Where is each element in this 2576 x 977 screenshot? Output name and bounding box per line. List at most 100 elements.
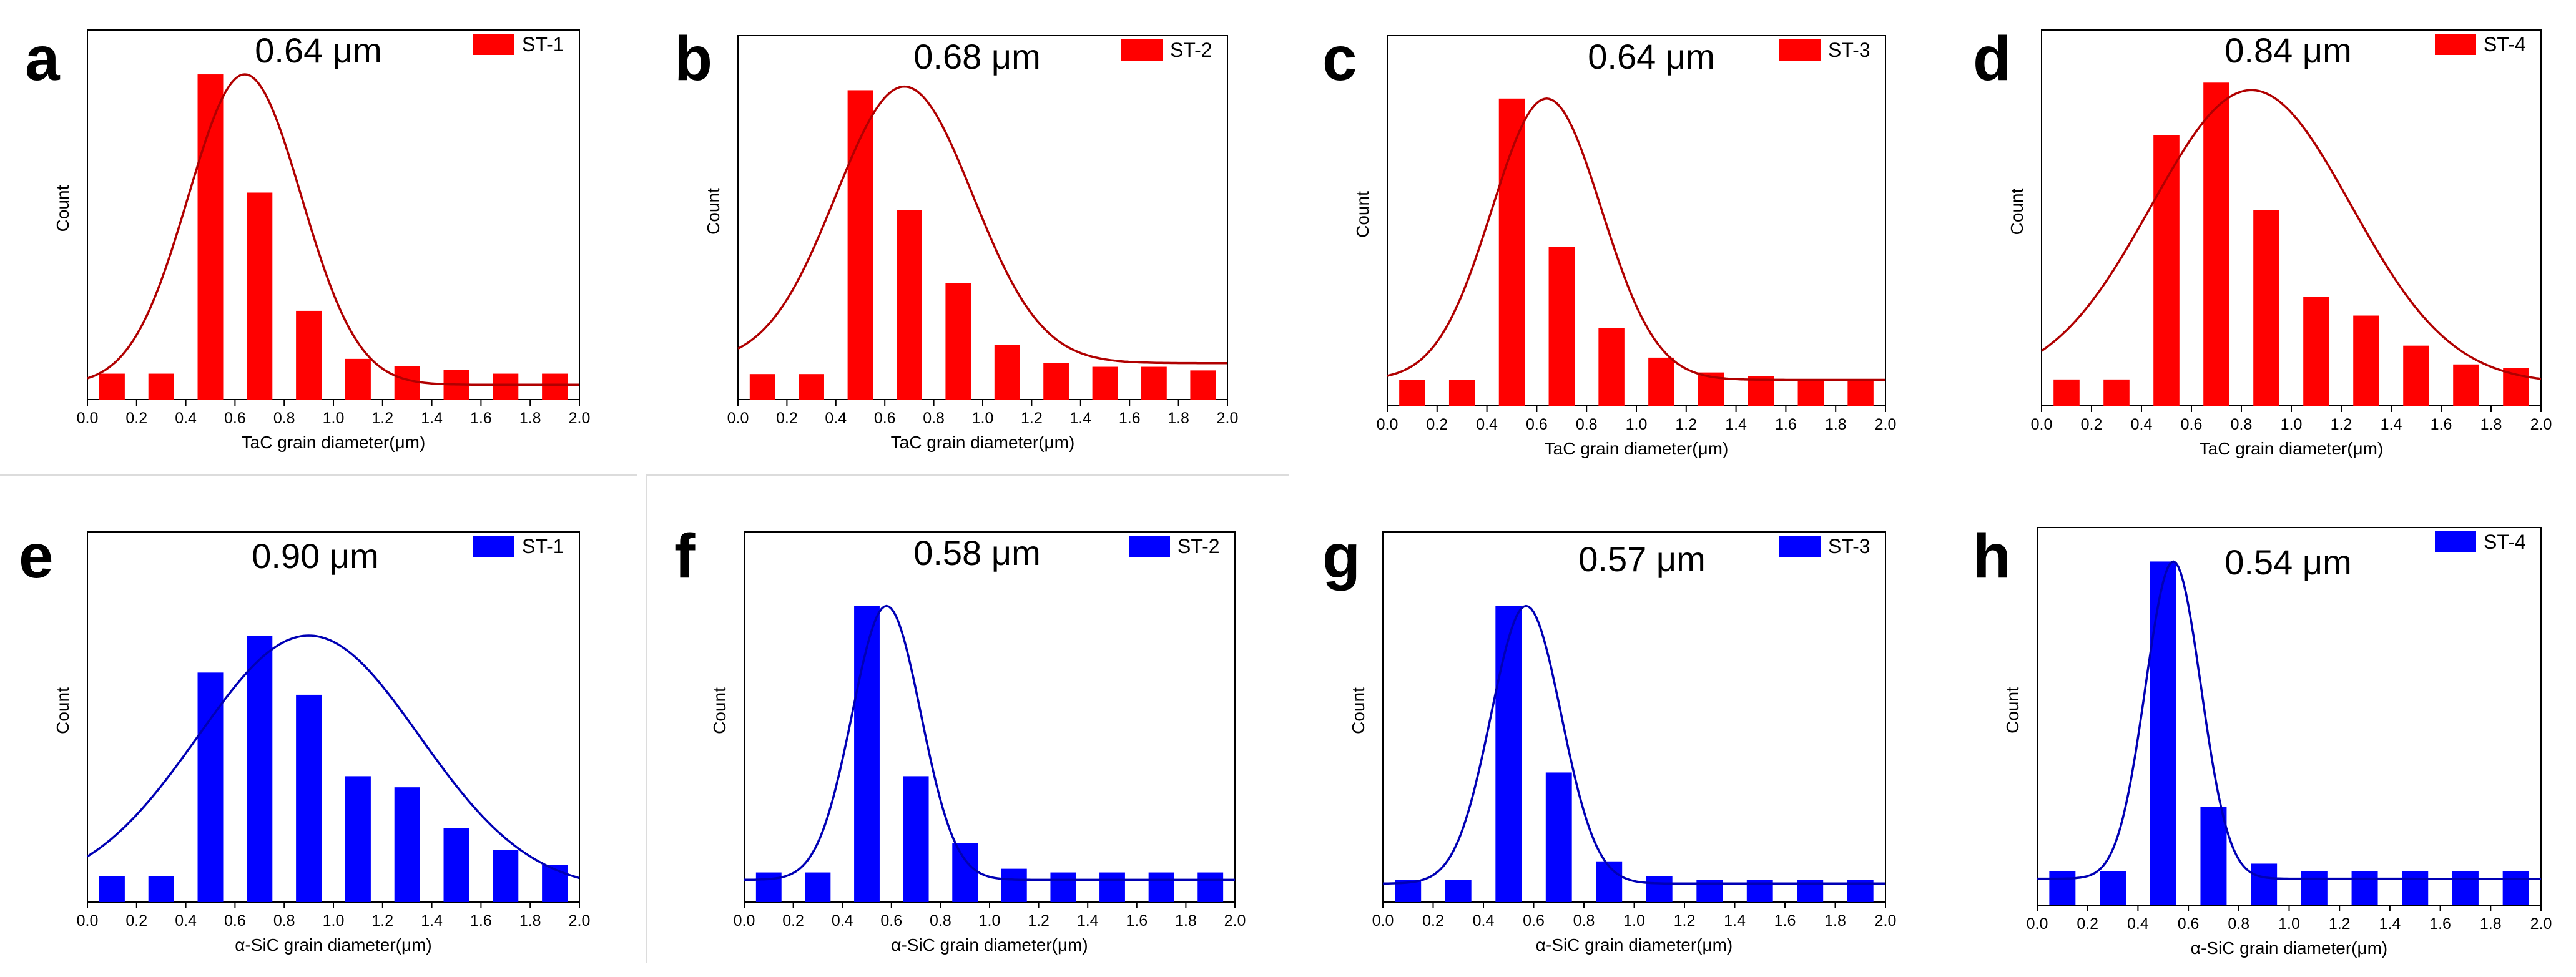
x-tick-label: 1.6 [1774, 912, 1796, 930]
x-axis-title: α-SiC grain diameter(μm) [2191, 938, 2388, 958]
histogram-bar [296, 310, 322, 400]
x-tick-label: 0.2 [1422, 912, 1444, 930]
histogram-bar [1748, 376, 1774, 406]
histogram-bar [1495, 606, 1522, 902]
x-tick-label: 1.0 [2278, 915, 2300, 933]
histogram-bar [345, 358, 371, 400]
histogram-bar [2103, 379, 2130, 406]
histogram-bar [903, 776, 929, 902]
histogram-bar [394, 787, 420, 902]
legend-label: ST-3 [1828, 39, 1871, 61]
y-axis-title: Count [53, 687, 72, 734]
panel-a: a 0.0 0.2 0.4 0.6 0.8 1.0 1.2 1.4 1.6 1.8 2.0 TaC gr… [25, 24, 590, 452]
x-tick-label: 0.8 [2231, 416, 2253, 433]
mean-diameter-label: 0.57 μm [1578, 539, 1705, 579]
x-tick-label: 0.0 [77, 912, 99, 930]
panel-letter: g [1322, 521, 1360, 591]
histogram-bar [1050, 872, 1076, 902]
y-axis-title: Count [2007, 188, 2027, 235]
mean-diameter-label: 0.84 μm [2225, 31, 2351, 70]
histogram-bar [394, 366, 420, 400]
histogram-bar [994, 345, 1020, 400]
panel-letter: h [1973, 521, 2011, 591]
histogram-bar [1498, 98, 1525, 406]
x-tick-label: 0.8 [1576, 416, 1598, 433]
histogram-bar [1399, 380, 1425, 406]
plot-frame [1387, 35, 1886, 406]
histogram-bar [2049, 871, 2076, 905]
histogram-bar [1197, 872, 1224, 902]
x-tick-label: 1.2 [1028, 912, 1050, 930]
panel-g: g 0.0 0.2 0.4 0.6 0.8 1.0 1.2 1.4 1.6 1.8 2.0 α-SiC … [1322, 521, 1896, 955]
x-tick-label: 0.4 [2131, 416, 2153, 433]
x-tick-label: 1.8 [1825, 416, 1847, 433]
x-tick-label: 2.0 [1875, 912, 1897, 930]
x-tick-label: 0.8 [273, 410, 295, 427]
mean-diameter-label: 0.90 μm [252, 536, 378, 576]
panel-e: e 0.0 0.2 0.4 0.6 0.8 1.0 1.2 1.4 1.6 1.8 2.0 α-SiC … [19, 521, 590, 955]
histogram-bar [805, 872, 831, 902]
legend-label: ST-3 [1828, 535, 1871, 557]
panel-letter: b [674, 24, 712, 94]
x-tick-label: 0.6 [224, 410, 246, 427]
column-divider [646, 476, 647, 963]
panel-letter: d [1973, 24, 2011, 94]
histogram-bar [2402, 871, 2429, 905]
x-tick-label: 1.2 [2331, 416, 2352, 433]
histogram-bar [296, 694, 322, 902]
mean-diameter-label: 0.54 μm [2225, 543, 2351, 582]
histogram-bar [2203, 82, 2229, 406]
x-tick-label: 1.4 [1069, 410, 1091, 427]
row-divider-left [0, 474, 637, 476]
histogram-bar [1141, 366, 1167, 400]
x-tick-label: 1.2 [1021, 410, 1043, 427]
histogram-bar [1148, 872, 1174, 902]
legend-label: ST-4 [2484, 531, 2526, 553]
gaussian-fit-curve [744, 604, 1235, 881]
histogram-bar [1646, 876, 1673, 902]
x-tick-label: 1.4 [2379, 915, 2401, 933]
x-tick-label: 1.2 [371, 410, 393, 427]
x-tick-label: 1.8 [519, 912, 541, 930]
x-tick-label: 0.8 [2228, 915, 2249, 933]
y-axis-title: Count [2003, 687, 2022, 734]
x-tick-label: 0.8 [273, 912, 295, 930]
histogram-bar [945, 283, 971, 400]
x-tick-label: 0.4 [1473, 912, 1495, 930]
histogram-bar [2251, 863, 2278, 905]
x-axis-title: α-SiC grain diameter(μm) [235, 935, 432, 955]
y-axis-title: Count [704, 188, 723, 235]
histogram-bar [2452, 871, 2479, 905]
x-tick-label: 1.6 [1126, 912, 1148, 930]
x-tick-label: 1.4 [421, 410, 443, 427]
x-tick-label: 0.0 [734, 912, 755, 930]
y-axis-title: Count [1353, 191, 1372, 238]
gaussian-fit-curve [737, 85, 1227, 365]
histogram-bar [1001, 868, 1027, 902]
x-tick-label: 1.8 [2480, 416, 2502, 433]
mean-diameter-label: 0.58 μm [913, 533, 1040, 572]
histogram-bar [952, 843, 978, 902]
x-tick-label: 0.8 [930, 912, 951, 930]
x-tick-label: 2.0 [1224, 912, 1246, 930]
legend-label: ST-1 [522, 33, 564, 56]
x-tick-label: 2.0 [569, 410, 591, 427]
mean-diameter-label: 0.64 μm [255, 31, 381, 70]
y-axis-title: Count [710, 687, 729, 734]
x-tick-label: 1.2 [1674, 912, 1696, 930]
row-divider-right [646, 474, 1289, 476]
panel-letter: e [19, 521, 54, 591]
x-tick-label: 0.4 [825, 410, 847, 427]
x-tick-label: 2.0 [2530, 416, 2552, 433]
histogram-bar [2453, 364, 2479, 406]
x-tick-label: 0.4 [2127, 915, 2149, 933]
plot-frame [87, 531, 580, 903]
histogram-bar [493, 850, 519, 902]
histogram-bar [2053, 379, 2080, 406]
x-tick-label: 2.0 [2530, 915, 2552, 933]
x-tick-label: 1.8 [2480, 915, 2502, 933]
panel-letter: a [25, 24, 61, 94]
x-tick-label: 0.6 [2178, 915, 2200, 933]
gaussian-fit-curve [1383, 604, 1885, 885]
